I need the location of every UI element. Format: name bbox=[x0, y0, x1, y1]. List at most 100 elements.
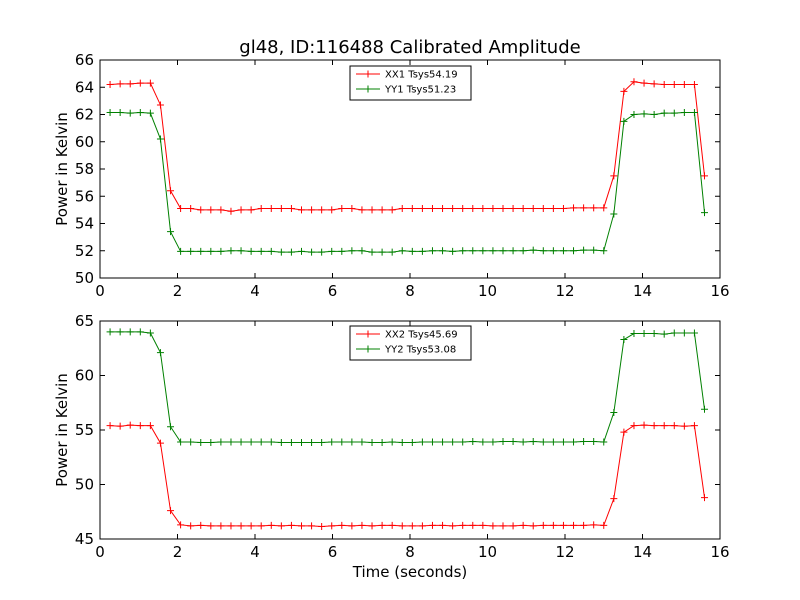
y-tick-label: 52 bbox=[75, 242, 94, 260]
data-point bbox=[126, 421, 134, 429]
data-point bbox=[630, 330, 638, 338]
data-point bbox=[509, 247, 517, 255]
data-point bbox=[449, 438, 457, 446]
data-point bbox=[298, 439, 305, 447]
data-point bbox=[701, 405, 708, 413]
data-point bbox=[479, 205, 487, 213]
data-point bbox=[368, 522, 376, 530]
data-point bbox=[227, 438, 235, 446]
data-point bbox=[680, 422, 688, 430]
data-point bbox=[267, 205, 275, 213]
data-point bbox=[529, 205, 537, 213]
data-point bbox=[398, 205, 406, 213]
data-point bbox=[459, 205, 467, 213]
data-point bbox=[348, 247, 356, 255]
data-point bbox=[590, 437, 598, 445]
data-point bbox=[308, 439, 316, 447]
data-point bbox=[277, 439, 285, 447]
data-point bbox=[559, 521, 567, 529]
y-tick-label: 64 bbox=[75, 78, 94, 96]
data-point bbox=[660, 81, 668, 89]
data-point bbox=[116, 80, 124, 88]
data-point bbox=[257, 438, 265, 446]
data-point bbox=[590, 246, 598, 254]
chart-title: gl48, ID:116488 Calibrated Amplitude bbox=[239, 37, 580, 58]
data-point bbox=[408, 522, 416, 530]
data-point bbox=[408, 205, 416, 213]
data-point bbox=[650, 330, 658, 338]
data-point bbox=[499, 522, 507, 530]
x-axis-label: Time (seconds) bbox=[352, 563, 468, 581]
data-point bbox=[348, 438, 356, 446]
data-point bbox=[650, 111, 658, 118]
data-point bbox=[459, 438, 467, 446]
data-point bbox=[217, 522, 225, 530]
data-point bbox=[348, 522, 356, 530]
data-point bbox=[378, 439, 386, 447]
data-point bbox=[136, 79, 144, 87]
data-point bbox=[509, 437, 517, 445]
data-point bbox=[539, 205, 547, 213]
x-tick-label: 4 bbox=[250, 282, 260, 300]
data-point bbox=[539, 247, 547, 255]
data-point bbox=[418, 247, 426, 255]
data-point bbox=[590, 521, 598, 529]
data-point bbox=[187, 205, 195, 213]
data-point bbox=[237, 247, 245, 255]
data-point bbox=[479, 247, 487, 255]
data-point bbox=[308, 522, 316, 530]
data-point bbox=[328, 247, 336, 255]
data-point bbox=[529, 437, 537, 445]
data-point bbox=[116, 108, 124, 116]
data-point bbox=[338, 205, 346, 213]
data-point bbox=[126, 328, 134, 336]
data-point bbox=[398, 522, 406, 530]
data-point bbox=[610, 409, 618, 417]
data-point bbox=[680, 81, 688, 89]
data-point bbox=[640, 330, 648, 338]
data-point bbox=[227, 207, 235, 215]
data-point bbox=[338, 247, 346, 255]
data-point bbox=[519, 205, 527, 213]
legend-marker bbox=[364, 330, 372, 338]
data-point bbox=[197, 521, 205, 529]
data-point bbox=[610, 495, 618, 503]
data-point bbox=[398, 439, 406, 447]
data-point bbox=[227, 247, 235, 255]
data-point bbox=[267, 247, 275, 255]
data-point bbox=[318, 522, 326, 530]
data-point bbox=[630, 422, 638, 430]
data-point bbox=[116, 328, 124, 336]
data-point bbox=[660, 422, 668, 430]
data-point bbox=[136, 108, 144, 116]
data-point bbox=[489, 247, 497, 255]
data-point bbox=[126, 109, 134, 117]
data-point bbox=[439, 521, 447, 529]
data-point bbox=[388, 521, 396, 529]
data-point bbox=[489, 438, 497, 446]
legend-box bbox=[349, 325, 472, 361]
data-point bbox=[600, 438, 608, 446]
data-point bbox=[167, 507, 175, 515]
y-tick-label: 65 bbox=[75, 312, 94, 330]
x-tick-label: 12 bbox=[555, 282, 574, 300]
y-tick-label: 60 bbox=[75, 367, 94, 385]
data-point bbox=[298, 206, 305, 214]
data-point bbox=[418, 438, 426, 446]
data-point bbox=[630, 78, 638, 86]
data-point bbox=[469, 521, 477, 529]
data-point bbox=[398, 247, 406, 255]
legend-label: YY2 Tsys53.08 bbox=[384, 345, 456, 356]
x-tick-label: 4 bbox=[250, 543, 260, 561]
data-point bbox=[650, 80, 658, 88]
data-point bbox=[680, 108, 688, 116]
data-point bbox=[428, 438, 436, 446]
data-point bbox=[156, 135, 164, 143]
x-tick-label: 6 bbox=[328, 543, 338, 561]
x-tick-label: 14 bbox=[633, 543, 652, 561]
x-tick-label: 14 bbox=[633, 282, 652, 300]
data-point bbox=[690, 329, 698, 337]
data-point bbox=[267, 438, 275, 446]
data-point bbox=[328, 522, 336, 530]
x-tick-label: 0 bbox=[95, 543, 105, 561]
